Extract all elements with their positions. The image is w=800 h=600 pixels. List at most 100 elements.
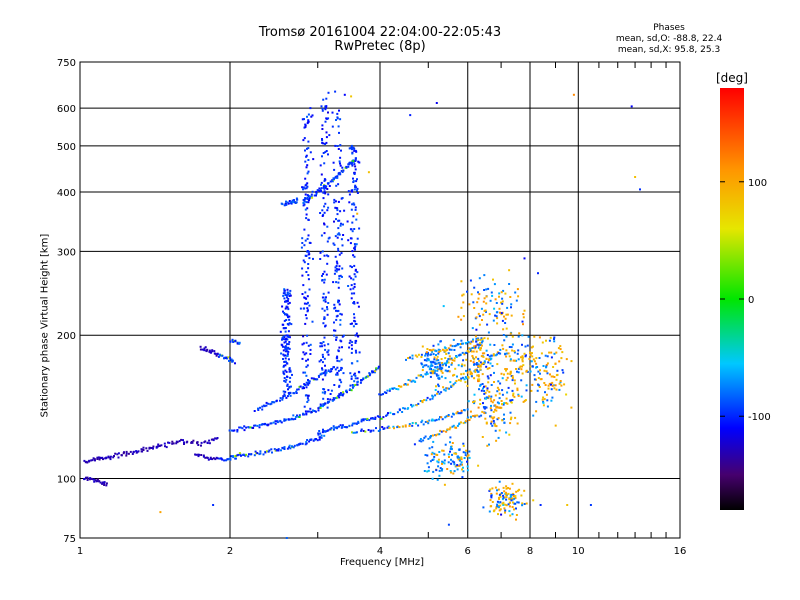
data-point [493, 422, 496, 425]
data-point [332, 161, 335, 164]
data-point [304, 193, 307, 196]
data-point [383, 427, 386, 430]
data-point [554, 362, 557, 365]
data-point [498, 480, 501, 483]
data-point [304, 371, 307, 374]
data-point [502, 501, 505, 504]
data-point [496, 363, 499, 366]
data-point [506, 391, 509, 394]
data-point [380, 393, 383, 396]
data-point [335, 318, 338, 321]
data-point [520, 368, 523, 371]
data-point [479, 403, 482, 405]
data-point [514, 291, 517, 294]
data-point [496, 505, 499, 508]
data-point [462, 301, 465, 304]
data-point [338, 378, 341, 381]
data-point [351, 230, 354, 233]
y-tick-label: 200 [57, 331, 76, 342]
data-point [285, 319, 288, 321]
data-point [305, 166, 308, 169]
data-point [476, 338, 479, 341]
data-point [489, 488, 492, 491]
data-point [336, 209, 339, 212]
data-point [529, 351, 531, 354]
data-point [441, 418, 444, 421]
data-point [450, 462, 453, 465]
data-point [283, 327, 286, 330]
colorbar-tick-label: -100 [748, 412, 771, 423]
data-point [389, 411, 392, 414]
data-point [297, 415, 300, 418]
data-point [352, 302, 355, 304]
data-point [450, 348, 453, 351]
data-point [145, 447, 148, 450]
data-point [360, 428, 363, 431]
data-point [284, 330, 287, 333]
data-point [350, 297, 353, 300]
data-point [307, 301, 309, 304]
data-point [398, 426, 401, 429]
data-point [493, 283, 496, 286]
data-point [533, 360, 536, 363]
data-point [462, 470, 465, 473]
data-point [504, 368, 507, 370]
data-point [425, 351, 428, 354]
data-point [333, 384, 336, 386]
data-point [332, 281, 335, 284]
data-point [527, 335, 530, 338]
data-point [483, 352, 486, 355]
data-point [410, 403, 413, 406]
data-point [325, 105, 328, 108]
data-point [337, 249, 340, 252]
data-point [461, 363, 464, 366]
data-point [445, 353, 448, 355]
data-point [194, 453, 197, 456]
data-point [488, 313, 491, 316]
data-point [319, 342, 322, 345]
data-point [479, 398, 482, 401]
data-point [283, 338, 286, 341]
data-point [88, 478, 91, 481]
data-point [543, 398, 546, 401]
data-point [547, 387, 550, 390]
data-point [480, 307, 483, 310]
data-point [341, 424, 344, 427]
data-point [490, 384, 493, 386]
data-point [386, 389, 389, 392]
data-point [285, 378, 288, 381]
data-point [225, 459, 227, 462]
data-point [550, 351, 553, 354]
y-tick-label: 75 [63, 534, 76, 545]
data-point [312, 257, 314, 260]
data-point [336, 175, 339, 178]
data-point [424, 454, 427, 456]
data-point [449, 470, 452, 472]
x-axis-label: Frequency [MHz] [339, 557, 425, 568]
data-point [383, 391, 386, 394]
data-point [354, 269, 357, 272]
data-point [288, 318, 291, 321]
data-point [320, 342, 323, 345]
data-point [284, 313, 286, 316]
data-point [336, 359, 339, 362]
data-point [486, 387, 489, 390]
data-point [309, 407, 312, 410]
data-point [469, 370, 472, 373]
data-point [556, 373, 559, 376]
data-point [404, 383, 407, 385]
data-point [427, 358, 430, 361]
data-point [489, 499, 492, 502]
data-point [481, 363, 484, 366]
data-point [497, 388, 500, 391]
data-point [393, 427, 395, 430]
data-point [350, 146, 353, 149]
data-point [317, 409, 320, 412]
data-point [541, 398, 544, 401]
data-point [288, 385, 291, 388]
data-point [505, 402, 508, 404]
data-point [367, 429, 370, 431]
data-point [547, 384, 550, 387]
data-point [321, 141, 324, 144]
